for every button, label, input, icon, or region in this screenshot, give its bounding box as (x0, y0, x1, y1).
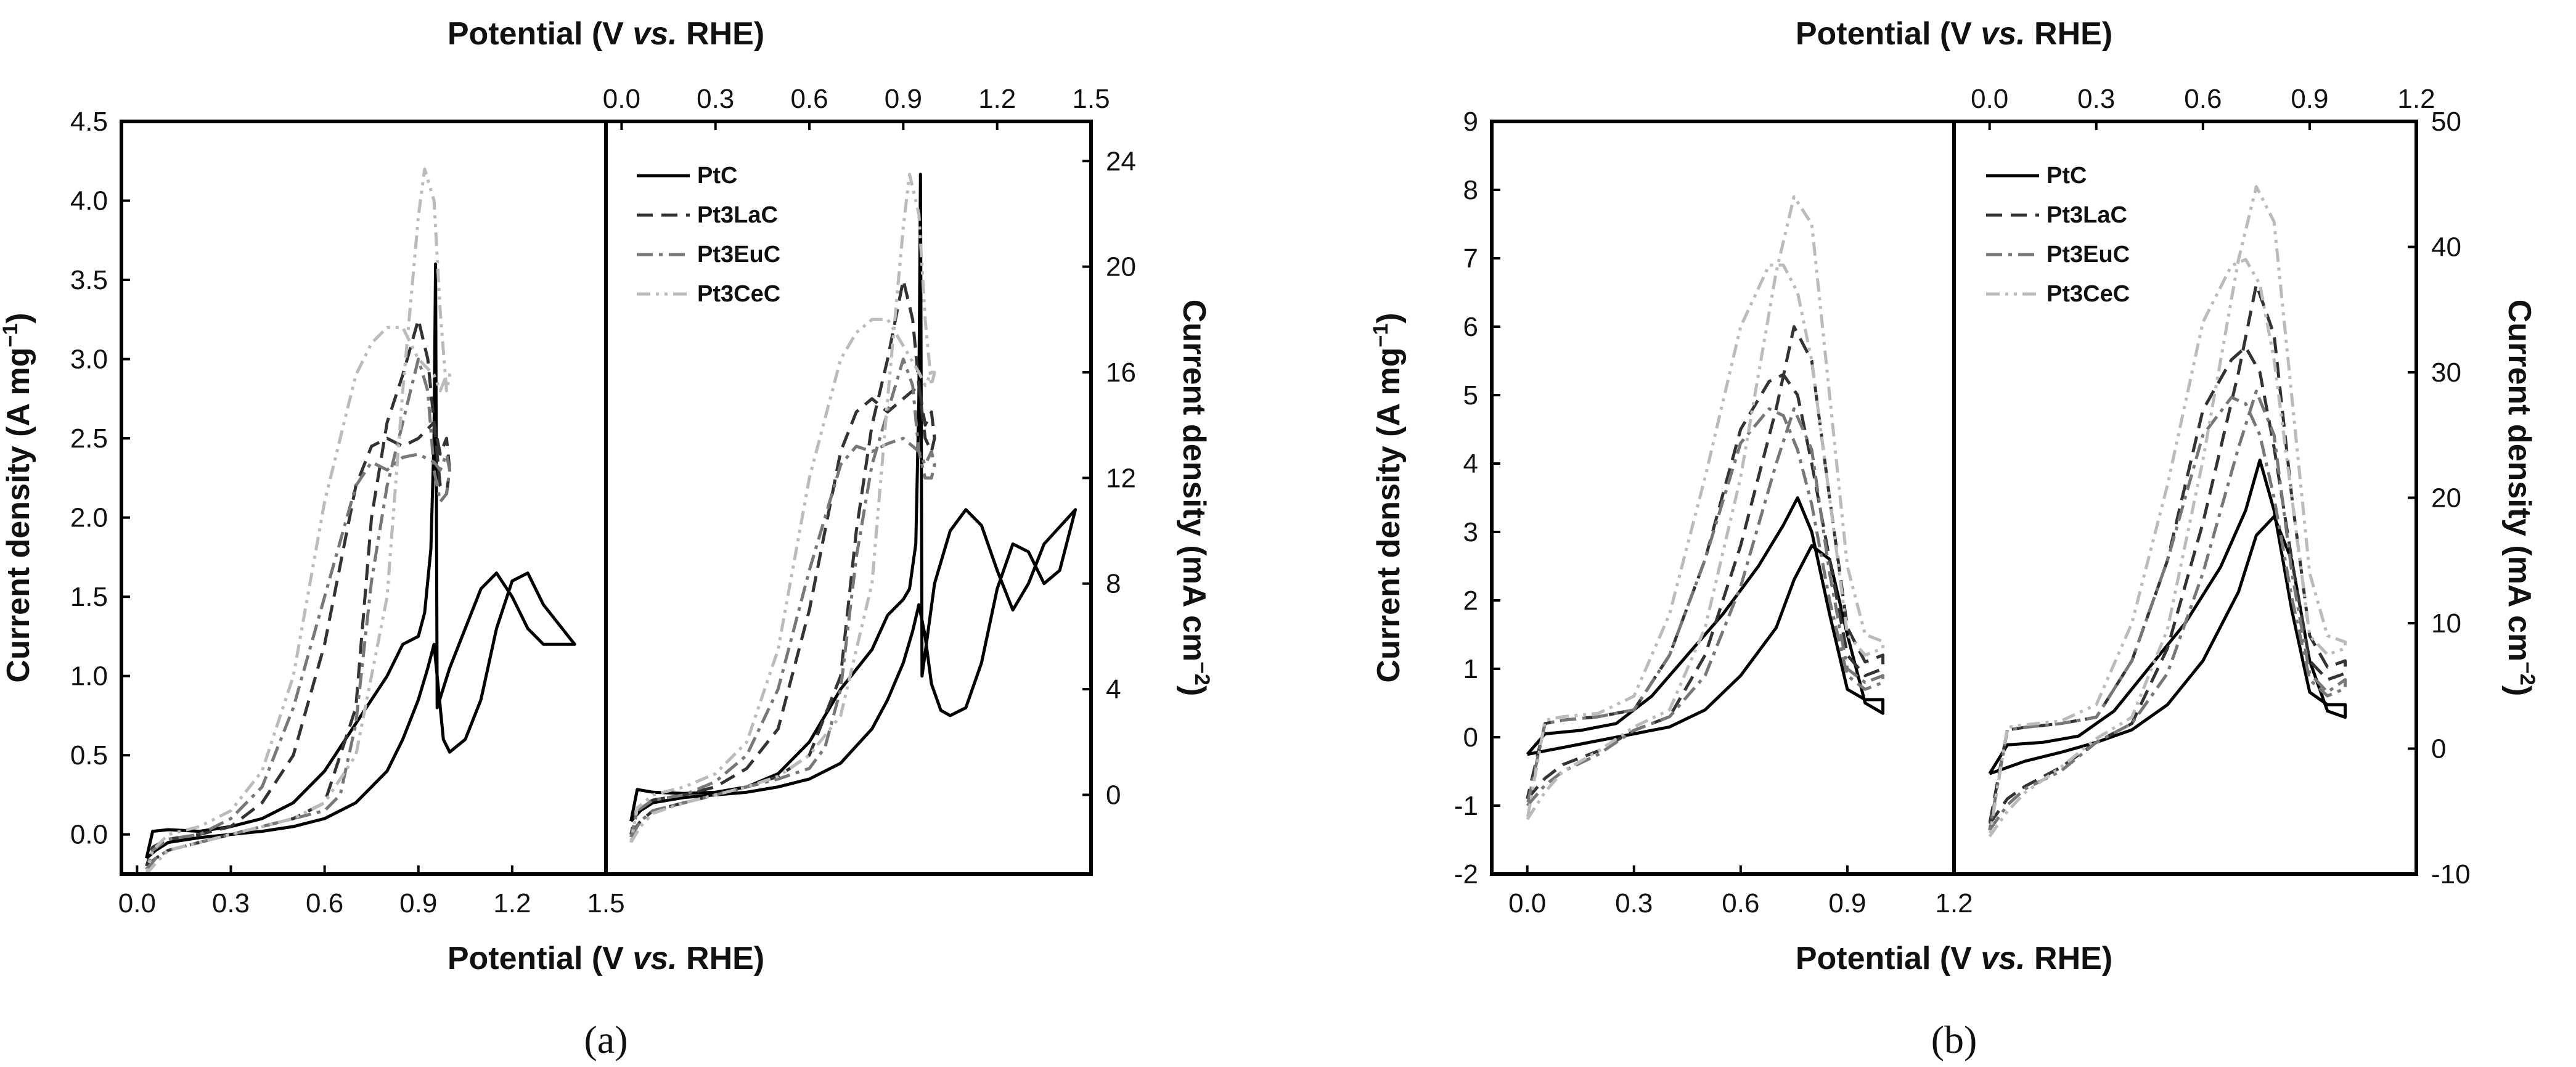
x-tick-label: 0.9 (399, 888, 437, 918)
series-line-pt3lac (145, 317, 451, 868)
x-tick-label: 1.5 (1072, 84, 1110, 114)
series-line-pt3euc (1988, 390, 2347, 832)
y-tick-label: 50 (2431, 107, 2461, 137)
x-tick-label: 0.9 (885, 84, 922, 114)
y-tick-label: 5 (1463, 380, 1478, 411)
y-tick-label: 3.0 (70, 345, 108, 375)
legend-label-pt3lac: Pt3LaC (2046, 202, 2127, 228)
y-tick-label: 0 (2431, 734, 2446, 764)
x-tick-label: 0.3 (2077, 84, 2115, 114)
series-line-pt3euc (629, 358, 936, 838)
series-line-ptc (1988, 458, 2347, 775)
x-tick-label: 1.2 (978, 84, 1016, 114)
y-tick-label: 4 (1106, 674, 1121, 705)
x-tick-label: 0.9 (1828, 888, 1866, 918)
subplot-2 (620, 121, 1092, 843)
y-tick-label: 1.0 (70, 661, 108, 692)
series-line-ptc (145, 262, 576, 860)
series-line-pt3euc (145, 358, 451, 870)
series-line-ptc (1526, 496, 1885, 756)
y-axis-title: Current density (mA cm−2) (2501, 300, 2539, 697)
y-tick-label: 20 (1106, 252, 1136, 282)
y-tick-label: 1 (1463, 654, 1478, 684)
x-tick-label: 0.3 (212, 888, 250, 918)
y-tick-label: 30 (2431, 358, 2461, 388)
x-tick-label: 1.5 (587, 888, 624, 918)
x-tick-label: 1.2 (1935, 888, 1973, 918)
y-tick-label: 20 (2431, 483, 2461, 513)
y-tick-label: 10 (2431, 608, 2461, 639)
x-axis-title: Potential (V vs. RHE) (448, 941, 764, 976)
series-line-pt3euc (1526, 407, 1885, 807)
series-line-pt3cec (1988, 185, 2347, 838)
x-tick-label: 0.3 (697, 84, 734, 114)
series-line-pt3cec (629, 173, 936, 843)
y-tick-label: 4 (1463, 449, 1478, 479)
y-tick-label: 0.5 (70, 740, 108, 771)
x-tick-label: 0.6 (306, 888, 343, 918)
y-tick-label: 2.5 (70, 423, 108, 454)
x-tick-label: 0.3 (1615, 888, 1653, 918)
y-axis-title: Current density (A mg−1) (1369, 313, 1407, 682)
y-tick-label: -2 (1454, 859, 1478, 889)
legend-label-ptc: PtC (2046, 163, 2087, 189)
legend-label-pt3euc: Pt3EuC (697, 242, 780, 268)
y-tick-label: 0.0 (70, 820, 108, 850)
legend-label-pt3euc: Pt3EuC (2046, 242, 2130, 268)
y-tick-label: 8 (1463, 175, 1478, 205)
x-axis-title: Potential (V vs. RHE) (1796, 941, 2112, 976)
x-tick-label: 0.0 (118, 888, 156, 918)
x-tick-label: 0.0 (1971, 84, 2008, 114)
x-tick-label: 1.2 (493, 888, 531, 918)
subplot-1 (121, 120, 607, 875)
legend-label-ptc: PtC (697, 163, 737, 189)
series-line-ptc (629, 173, 1077, 822)
x-tick-label: 0.0 (1508, 888, 1546, 918)
y-tick-label: 1.5 (70, 582, 108, 612)
x-tick-label: 0.6 (2184, 84, 2222, 114)
series-line-pt3cec (145, 167, 451, 875)
y-tick-label: 2 (1463, 586, 1478, 616)
series-line-pt3lac (629, 278, 936, 836)
legend-label-pt3lac: Pt3LaC (697, 202, 778, 228)
legend-1: PtC Pt3LaC Pt3EuC Pt3CeC (637, 163, 780, 307)
y-tick-label: 24 (1106, 146, 1136, 176)
y-tick-label: 4.5 (70, 107, 108, 137)
y-tick-label: 40 (2431, 232, 2461, 263)
panel-caption: (a) (584, 1018, 628, 1061)
y-tick-label: 9 (1463, 107, 1478, 137)
series-line-pt3cec (1526, 195, 1885, 820)
x-tick-label: 0.0 (603, 84, 640, 114)
legend-2: PtC Pt3LaC Pt3EuC Pt3CeC (1986, 163, 2130, 307)
y-tick-label: 7 (1463, 243, 1478, 274)
x-axis-title: Potential (V vs. RHE) (1796, 16, 2112, 52)
panel-caption: (b) (1931, 1018, 1977, 1061)
y-tick-label: 3 (1463, 517, 1478, 547)
subplot-4 (1988, 120, 2418, 875)
y-tick-label: 2.0 (70, 503, 108, 533)
y-tick-label: -10 (2431, 859, 2471, 889)
y-axis-title: Current density (A mg−1) (0, 313, 36, 682)
y-tick-label: 0 (1463, 722, 1478, 753)
y-tick-label: 0 (1106, 780, 1121, 810)
x-tick-label: 0.9 (2291, 84, 2328, 114)
legend-label-pt3cec: Pt3CeC (2046, 281, 2130, 307)
y-tick-label: 8 (1106, 569, 1121, 599)
x-tick-label: 0.6 (1722, 888, 1759, 918)
y-tick-label: 4.0 (70, 186, 108, 216)
x-tick-label: 1.2 (2397, 84, 2435, 114)
x-axis-title: Potential (V vs. RHE) (448, 16, 764, 52)
y-tick-label: 16 (1106, 358, 1136, 388)
y-axis-title: Current density (mA cm−2) (1176, 300, 1214, 697)
y-tick-label: 3.5 (70, 265, 108, 295)
y-tick-label: 12 (1106, 463, 1136, 493)
subplot-3 (1492, 120, 1955, 875)
legend-label-pt3cec: Pt3CeC (697, 281, 780, 307)
y-tick-label: 6 (1463, 312, 1478, 342)
y-tick-label: -1 (1454, 791, 1478, 821)
x-tick-label: 0.6 (790, 84, 828, 114)
